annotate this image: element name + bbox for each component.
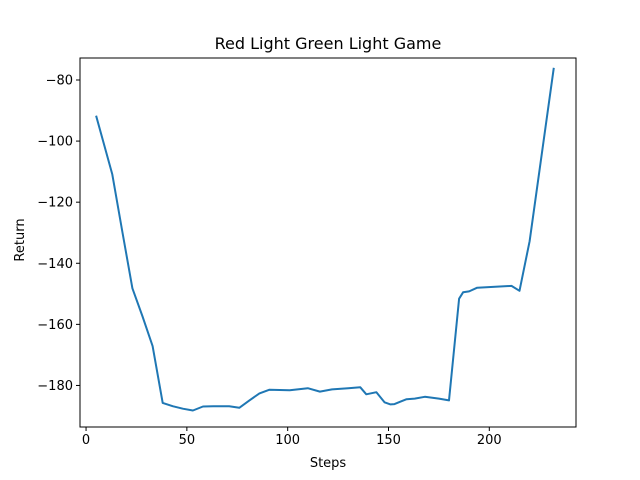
y-tick-label: −100 [37, 135, 73, 150]
x-tick-label: 50 [179, 433, 196, 448]
x-tick-label: 200 [477, 433, 502, 448]
x-tick-label: 150 [376, 433, 401, 448]
plot-frame [79, 57, 577, 428]
x-axis: 0 50 100 150 200 [82, 427, 502, 448]
x-tick-label: 0 [82, 433, 90, 448]
y-tick-label: −180 [37, 379, 73, 394]
y-axis: −180 −160 −140 −120 −100 −80 [37, 73, 80, 394]
y-tick-label: −120 [37, 196, 73, 211]
y-tick-label: −140 [37, 257, 73, 272]
series-line-returns [95, 67, 555, 412]
y-tick-label: −160 [37, 318, 73, 333]
y-tick-label: −80 [46, 73, 73, 88]
x-tick-label: 100 [275, 433, 300, 448]
plot-area [79, 57, 577, 428]
x-axis-label: Steps [310, 456, 347, 471]
chart-title: Red Light Green Light Game [215, 34, 442, 53]
y-axis-label: Return [13, 218, 28, 261]
